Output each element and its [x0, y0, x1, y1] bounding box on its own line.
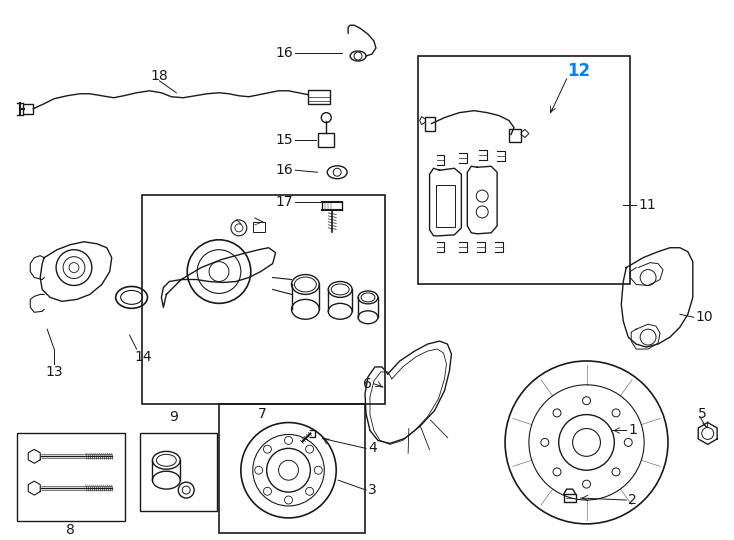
Text: 3: 3 — [368, 483, 377, 497]
Text: 5: 5 — [698, 407, 707, 421]
Text: 1: 1 — [628, 423, 637, 437]
Text: 6: 6 — [363, 377, 372, 391]
Bar — [219, 404, 365, 533]
Text: 17: 17 — [276, 195, 294, 209]
Text: 18: 18 — [150, 69, 168, 83]
Text: 12: 12 — [567, 62, 590, 80]
Bar — [418, 56, 631, 285]
Bar — [435, 185, 455, 227]
Bar — [139, 434, 217, 511]
Bar — [509, 129, 521, 143]
Bar — [18, 434, 125, 521]
Text: 15: 15 — [276, 133, 294, 147]
Bar — [142, 195, 385, 404]
Text: 9: 9 — [169, 409, 178, 423]
Text: 8: 8 — [65, 523, 74, 537]
Bar — [424, 117, 435, 131]
Text: 14: 14 — [135, 350, 153, 364]
Text: 10: 10 — [696, 310, 713, 324]
Bar — [308, 90, 330, 104]
Text: 7: 7 — [258, 407, 267, 421]
Text: 16: 16 — [276, 46, 294, 60]
Text: 16: 16 — [276, 163, 294, 177]
Bar — [23, 104, 33, 113]
Bar — [252, 222, 265, 232]
Text: 13: 13 — [46, 365, 63, 379]
Text: 11: 11 — [638, 198, 656, 212]
Bar — [319, 133, 334, 147]
Text: 4: 4 — [368, 441, 377, 455]
Text: 2: 2 — [628, 493, 637, 507]
